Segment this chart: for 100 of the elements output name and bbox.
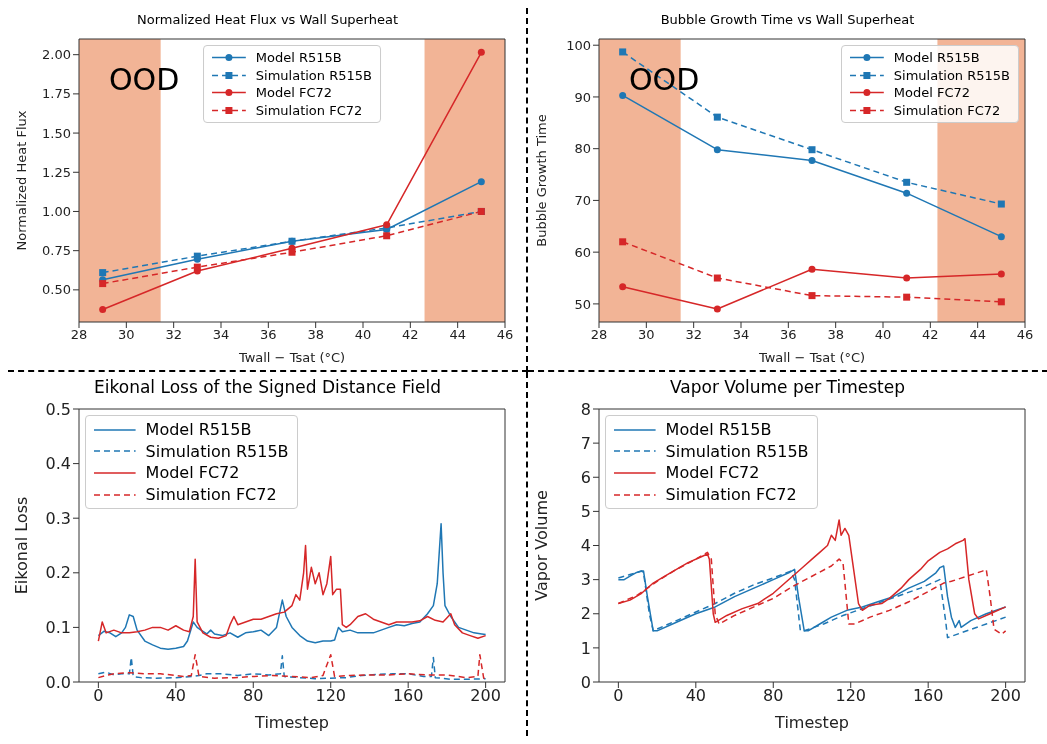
x-tick-label: 40	[354, 327, 372, 343]
y-tick-label: 100	[566, 37, 591, 53]
point	[903, 189, 911, 197]
point	[99, 269, 107, 277]
legend-label: Simulation R515B	[145, 440, 289, 463]
point	[808, 265, 816, 273]
x-tick-label: 44	[449, 327, 466, 343]
x-tick-label: 46	[496, 327, 514, 343]
x-axis-title: Twall − Tsat (°C)	[237, 350, 346, 365]
line-series	[97, 544, 487, 642]
legend-label: Model R515B	[255, 49, 342, 67]
x-tick-label: 40	[874, 327, 892, 343]
y-tick-label: 3	[580, 570, 591, 590]
point	[903, 274, 911, 282]
x-tick-label: 120	[315, 686, 346, 706]
point	[997, 270, 1005, 278]
x-tick-label: 28	[590, 327, 608, 343]
legend-label: Model FC72	[255, 84, 333, 102]
x-tick-label: 40	[165, 686, 186, 706]
y-tick-label: 0.0	[45, 672, 71, 692]
legend-label: Model FC72	[665, 462, 760, 484]
point	[713, 146, 721, 154]
legend-label: Model FC72	[145, 462, 240, 484]
line-series	[97, 522, 487, 650]
x-tick-label: 80	[243, 686, 264, 706]
point	[997, 200, 1005, 208]
x-axis-title: Twall − Tsat (°C)	[757, 350, 866, 365]
y-tick-label: 1.25	[42, 164, 71, 180]
x-axis-title: Timestep	[774, 713, 849, 732]
y-tick-label: 1.50	[42, 125, 71, 141]
y-tick-label: 2.00	[42, 47, 71, 63]
x-tick-label: 40	[685, 686, 706, 706]
y-tick-label: 0.2	[45, 563, 71, 583]
y-tick-label: 4	[580, 536, 591, 556]
y-tick-label: 0	[580, 672, 591, 692]
point	[997, 233, 1005, 241]
legend-label: Model R515B	[893, 49, 980, 67]
point	[903, 293, 911, 301]
point	[619, 91, 627, 99]
legend-label: Model R515B	[665, 419, 772, 441]
y-tick-label: 90	[574, 89, 591, 105]
y-tick-label: 0.50	[42, 282, 71, 298]
x-tick-label: 30	[118, 327, 135, 343]
y-tick-label: 0.4	[45, 454, 71, 474]
point	[477, 48, 485, 56]
x-tick-label: 36	[780, 327, 797, 343]
legend-label: Model R515B	[145, 419, 252, 441]
x-tick-label: 0	[93, 686, 104, 706]
point	[477, 178, 485, 186]
x-tick-label: 120	[835, 686, 866, 706]
point	[808, 146, 816, 154]
point	[713, 274, 721, 282]
point	[193, 263, 201, 271]
point	[808, 157, 816, 165]
chart-title: Bubble Growth Time vs Wall Superheat	[659, 11, 916, 29]
y-tick-label: 2	[580, 604, 591, 624]
x-tick-label: 80	[763, 686, 784, 706]
x-tick-label: 32	[685, 327, 702, 343]
y-tick-label: 8	[580, 399, 591, 419]
x-tick-label: 200	[470, 686, 501, 706]
point	[619, 48, 627, 56]
y-tick-label: 80	[574, 141, 591, 157]
chart-title: Vapor Volume per Timestep	[669, 376, 906, 399]
y-tick-label: 70	[574, 193, 591, 209]
y-axis-title: Eikonal Loss	[11, 496, 31, 595]
y-tick-label: 6	[580, 467, 591, 487]
point	[713, 113, 721, 121]
point	[997, 298, 1005, 306]
y-axis-title: Normalized Heat Flux	[13, 110, 29, 251]
point	[713, 305, 721, 313]
y-tick-label: 0.5	[45, 399, 71, 419]
x-tick-label: 38	[307, 327, 324, 343]
y-tick-label: 5	[580, 502, 591, 522]
x-tick-label: 42	[922, 327, 939, 343]
point	[383, 232, 391, 240]
y-tick-label: 0.75	[42, 243, 71, 259]
point	[619, 283, 627, 291]
legend-label: Simulation FC72	[665, 483, 797, 506]
x-tick-label: 44	[969, 327, 986, 343]
x-axis-title: Timestep	[254, 713, 329, 732]
chart-title: Eikonal Loss of the Signed Distance Field	[93, 376, 442, 399]
y-tick-label: 7	[580, 433, 591, 453]
y-tick-label: 1.00	[42, 204, 71, 220]
x-tick-label: 38	[827, 327, 844, 343]
x-tick-label: 34	[212, 327, 230, 343]
x-tick-label: 30	[638, 327, 655, 343]
x-tick-label: 46	[1016, 327, 1034, 343]
point	[288, 248, 296, 256]
y-tick-label: 1.75	[42, 86, 71, 102]
point	[903, 178, 911, 186]
band-label: OOD	[629, 62, 700, 98]
legend-label: Simulation R515B	[255, 66, 372, 85]
x-tick-label: 34	[732, 327, 750, 343]
y-tick-label: 60	[574, 244, 591, 260]
point	[619, 238, 627, 246]
x-tick-label: 36	[260, 327, 277, 343]
legend-label: Simulation FC72	[893, 101, 1001, 120]
legend-label: Simulation FC72	[145, 483, 277, 506]
x-tick-label: 160	[912, 686, 944, 706]
chart-title: Normalized Heat Flux vs Wall Superheat	[135, 11, 400, 29]
